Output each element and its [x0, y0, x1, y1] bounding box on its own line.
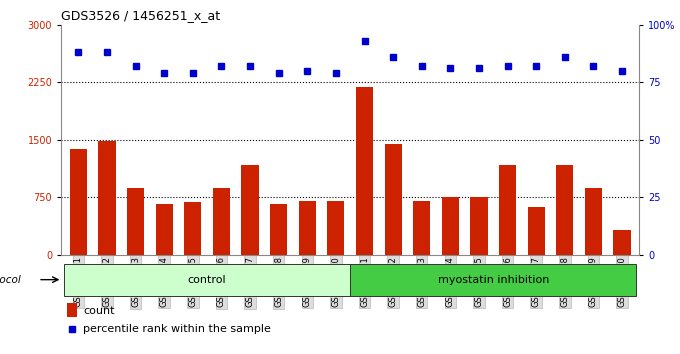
Bar — [67, 303, 78, 317]
Text: count: count — [83, 306, 115, 316]
Bar — [213, 188, 230, 255]
Bar — [528, 207, 545, 255]
Bar — [127, 188, 144, 255]
Bar — [471, 196, 488, 255]
Bar — [585, 188, 602, 255]
Bar — [99, 141, 116, 255]
Bar — [270, 204, 287, 255]
Bar — [241, 165, 258, 255]
Bar — [184, 202, 201, 255]
Bar — [384, 144, 402, 255]
Bar — [299, 201, 316, 255]
Text: percentile rank within the sample: percentile rank within the sample — [83, 324, 271, 333]
Bar — [499, 165, 516, 255]
Bar — [156, 204, 173, 255]
Bar — [356, 87, 373, 255]
Bar — [442, 198, 459, 255]
Bar — [64, 264, 350, 296]
Bar — [350, 264, 636, 296]
Bar — [70, 149, 87, 255]
Text: protocol: protocol — [0, 275, 20, 285]
Bar — [613, 230, 630, 255]
Bar — [327, 201, 345, 255]
Text: myostatin inhibition: myostatin inhibition — [438, 275, 549, 285]
Bar — [413, 201, 430, 255]
Text: GDS3526 / 1456251_x_at: GDS3526 / 1456251_x_at — [61, 9, 220, 22]
Bar — [556, 165, 573, 255]
Text: control: control — [188, 275, 226, 285]
